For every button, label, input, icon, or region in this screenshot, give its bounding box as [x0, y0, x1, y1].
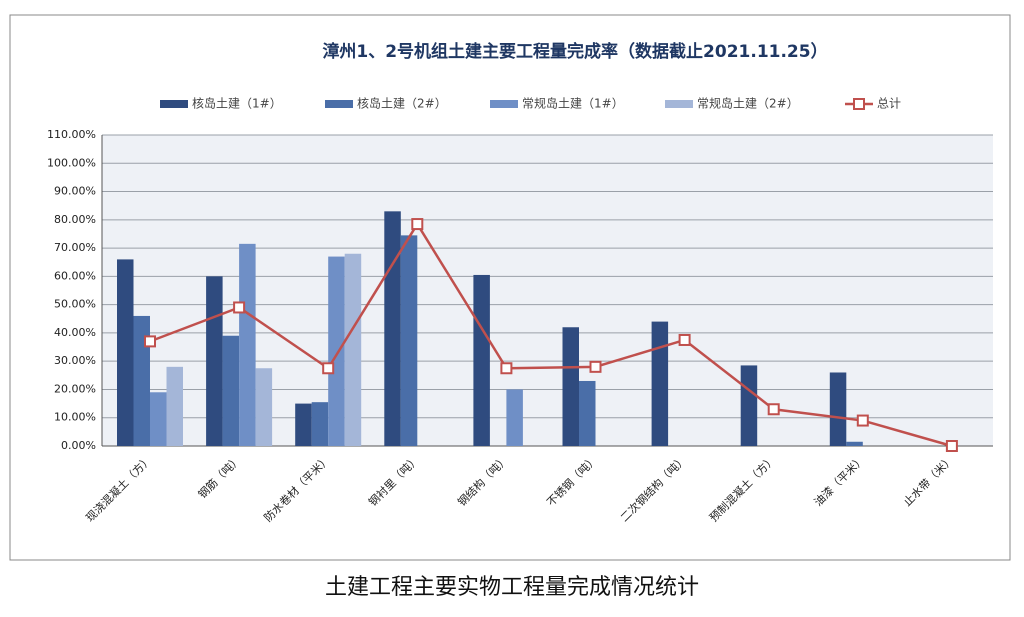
bar [846, 441, 863, 446]
y-tick-label: 10.00% [54, 411, 96, 424]
y-tick-label: 110.00% [47, 128, 96, 141]
bar [651, 321, 669, 446]
legend-label: 常规岛土建（1#） [522, 96, 624, 111]
y-tick-label: 20.00% [54, 382, 96, 395]
bar [740, 365, 758, 446]
bar [506, 389, 523, 446]
chart-title: 漳州1、2号机组土建主要工程量完成率（数据截止2021.11.25） [322, 41, 827, 62]
bar [384, 211, 401, 446]
marker [856, 414, 869, 427]
y-tick-label: 70.00% [54, 241, 96, 254]
y-tick-label: 90.00% [54, 185, 96, 198]
bar [222, 335, 240, 446]
y-tick-label: 60.00% [54, 269, 96, 282]
legend-swatch [325, 100, 353, 108]
bar [829, 372, 847, 446]
bar [344, 253, 362, 446]
bar [579, 380, 596, 446]
legend-swatch [665, 100, 693, 108]
bar [117, 259, 134, 446]
y-tick-label: 50.00% [54, 298, 96, 311]
bar [255, 368, 273, 446]
legend-marker [853, 98, 865, 110]
y-tick-label: 0.00% [61, 439, 96, 452]
bar [400, 235, 418, 446]
marker [767, 403, 780, 416]
marker [678, 333, 691, 346]
legend-label: 常规岛土建（2#） [697, 96, 799, 111]
y-tick-label: 40.00% [54, 326, 96, 339]
bar [311, 402, 329, 446]
y-tick-label: 30.00% [54, 354, 96, 367]
bar [206, 276, 223, 446]
bar [150, 392, 167, 446]
legend-label: 核岛土建（1#） [192, 96, 282, 111]
marker [322, 362, 335, 375]
marker [144, 335, 156, 348]
y-tick-label: 100.00% [47, 156, 96, 169]
bar [133, 315, 150, 446]
bar [473, 274, 490, 446]
bar [166, 366, 183, 446]
marker [233, 301, 246, 314]
legend-swatch [490, 100, 518, 108]
legend-label: 核岛土建（2#） [357, 96, 447, 111]
bar [295, 403, 312, 446]
line [149, 221, 953, 448]
bar [328, 256, 345, 446]
bar [562, 327, 579, 446]
marker [500, 362, 513, 375]
marker [945, 440, 958, 452]
bar [239, 243, 256, 446]
marker [589, 360, 602, 373]
legend-label: 总计 [877, 97, 901, 111]
caption: 土建工程主要实物工程量完成情况统计 [325, 575, 699, 600]
y-tick-label: 80.00% [54, 213, 96, 226]
legend-swatch [160, 100, 188, 108]
marker [411, 218, 424, 231]
